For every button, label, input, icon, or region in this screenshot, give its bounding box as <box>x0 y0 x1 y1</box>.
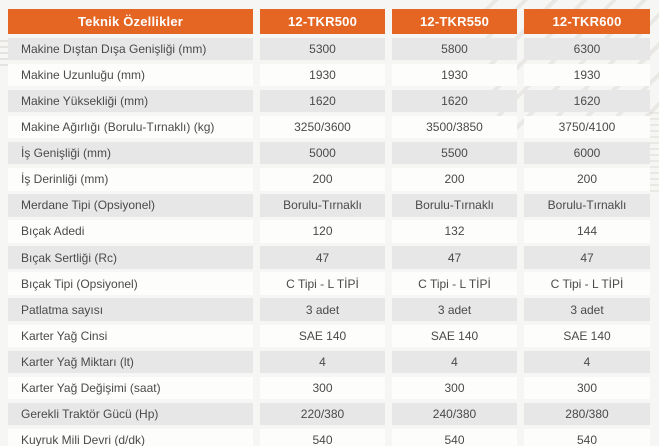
spec-value-cell: 1930 <box>260 63 385 87</box>
spec-value-cell: 6000 <box>524 141 650 165</box>
spec-value-cell: Borulu-Tırnaklı <box>524 194 650 217</box>
spec-value-cell: 5500 <box>392 141 517 165</box>
spec-row-label: Karter Yağ Değişimi (saat) <box>8 376 253 400</box>
spec-value-cell: 1620 <box>524 89 650 113</box>
spec-value-cell: SAE 140 <box>260 324 385 348</box>
table-header-model-12-tkr600: 12-TKR600 <box>524 9 650 34</box>
spec-value-cell: C Tipi - L TİPİ <box>392 272 517 295</box>
spec-value-cell: SAE 140 <box>524 324 650 348</box>
left-edge-decoration <box>0 38 8 66</box>
spec-row-label: Makine Yüksekliği (mm) <box>8 89 253 113</box>
spec-value-cell: 200 <box>260 167 385 191</box>
spec-value-cell: 5300 <box>260 37 385 61</box>
spec-row-label: Makine Dıştan Dışa Genişliği (mm) <box>8 37 253 61</box>
spec-row-label: Bıçak Tipi (Opsiyonel) <box>8 272 253 295</box>
spec-value-cell: 540 <box>392 428 517 446</box>
spec-row-label: Bıçak Adedi <box>8 220 253 243</box>
technical-specs-table: Teknik Özellikler 12-TKR500 12-TKR550 12… <box>8 9 650 446</box>
spec-value-cell: Borulu-Tırnaklı <box>392 194 517 217</box>
spec-value-cell: 200 <box>524 167 650 191</box>
spec-value-cell: C Tipi - L TİPİ <box>260 272 385 295</box>
spec-value-cell: 1930 <box>524 63 650 87</box>
spec-row-label: İş Derinliği (mm) <box>8 167 253 191</box>
spec-value-cell: 280/380 <box>524 402 650 426</box>
spec-value-cell: 47 <box>260 246 385 269</box>
spec-value-cell: 1620 <box>392 89 517 113</box>
spec-value-cell: 3500/3850 <box>392 115 517 139</box>
spec-value-cell: 540 <box>260 428 385 446</box>
spec-value-cell: 4 <box>392 350 517 374</box>
spec-row-label: Bıçak Sertliği (Rc) <box>8 246 253 269</box>
spec-value-cell: SAE 140 <box>392 324 517 348</box>
spec-value-cell: 5800 <box>392 37 517 61</box>
spec-value-cell: 4 <box>260 350 385 374</box>
spec-row-label: Karter Yağ Miktarı (lt) <box>8 350 253 374</box>
spec-value-cell: 3250/3600 <box>260 115 385 139</box>
spec-value-cell: 47 <box>524 246 650 269</box>
spec-value-cell: 144 <box>524 220 650 243</box>
spec-value-cell: C Tipi - L TİPİ <box>524 272 650 295</box>
table-header-features: Teknik Özellikler <box>8 9 253 34</box>
table-header-model-12-tkr500: 12-TKR500 <box>260 9 385 34</box>
spec-row-label: İş Genişliği (mm) <box>8 141 253 165</box>
spec-value-cell: 3 adet <box>260 298 385 322</box>
spec-row-label: Kuyruk Mili Devri (d/dk) <box>8 428 253 446</box>
spec-row-label: Merdane Tipi (Opsiyonel) <box>8 194 253 217</box>
spec-row-label: Makine Ağırlığı (Borulu-Tırnaklı) (kg) <box>8 115 253 139</box>
spec-value-cell: 5000 <box>260 141 385 165</box>
spec-value-cell: 200 <box>392 167 517 191</box>
spec-value-cell: 240/380 <box>392 402 517 426</box>
table-header-model-12-tkr550: 12-TKR550 <box>392 9 517 34</box>
spec-value-cell: 6300 <box>524 37 650 61</box>
spec-row-label: Gerekli Traktör Gücü (Hp) <box>8 402 253 426</box>
spec-value-cell: 120 <box>260 220 385 243</box>
spec-value-cell: 4 <box>524 350 650 374</box>
spec-value-cell: 3750/4100 <box>524 115 650 139</box>
spec-row-label: Karter Yağ Cinsi <box>8 324 253 348</box>
spec-value-cell: 300 <box>392 376 517 400</box>
spec-value-cell: 300 <box>524 376 650 400</box>
spec-value-cell: 47 <box>392 246 517 269</box>
spec-value-cell: 3 adet <box>524 298 650 322</box>
spec-value-cell: 1620 <box>260 89 385 113</box>
spec-value-cell: 220/380 <box>260 402 385 426</box>
spec-value-cell: 3 adet <box>392 298 517 322</box>
spec-value-cell: 540 <box>524 428 650 446</box>
spec-value-cell: 1930 <box>392 63 517 87</box>
spec-row-label: Patlatma sayısı <box>8 298 253 322</box>
right-edge-decoration <box>650 108 659 192</box>
spec-value-cell: 132 <box>392 220 517 243</box>
spec-row-label: Makine Uzunluğu (mm) <box>8 63 253 87</box>
spec-value-cell: Borulu-Tırnaklı <box>260 194 385 217</box>
spec-value-cell: 300 <box>260 376 385 400</box>
